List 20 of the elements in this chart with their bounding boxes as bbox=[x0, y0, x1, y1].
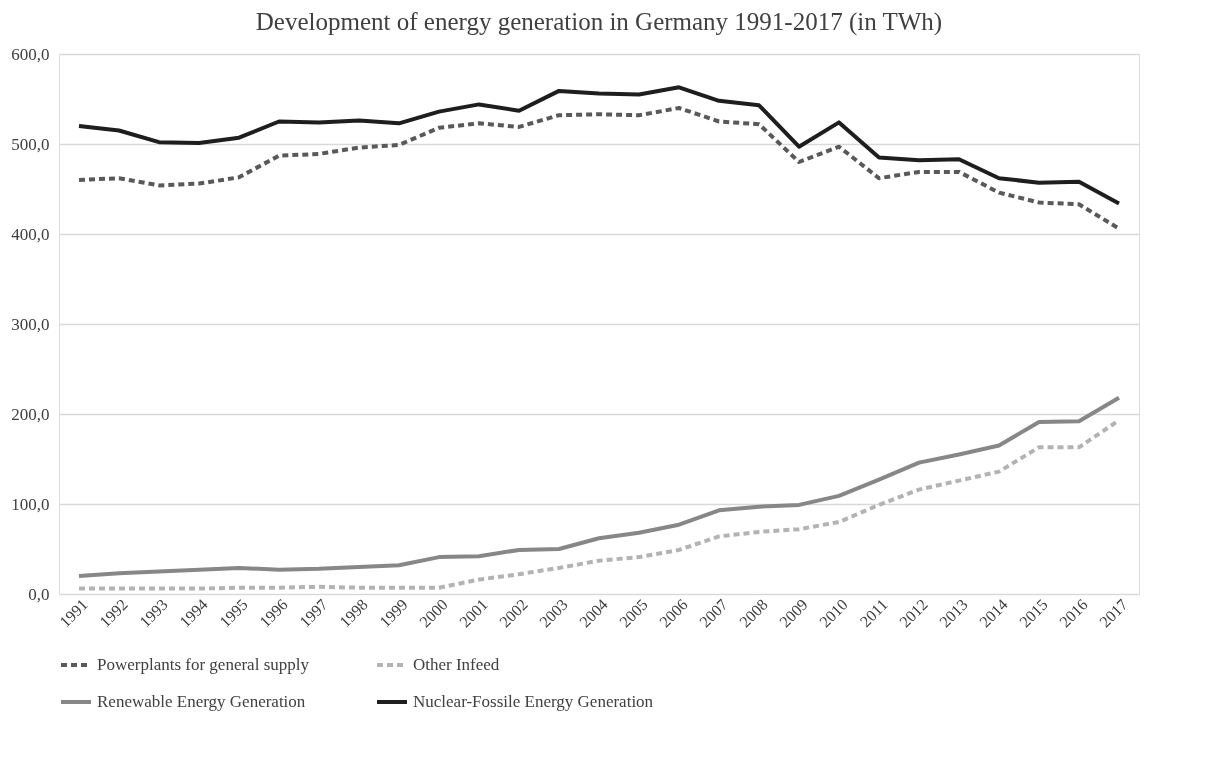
line-series bbox=[77, 106, 1121, 231]
x-tick-label: 1991 bbox=[56, 595, 91, 631]
y-tick-label: 300,0 bbox=[11, 314, 50, 334]
y-tick-label: 600,0 bbox=[11, 44, 50, 64]
legend-label: Other Infeed bbox=[413, 655, 500, 674]
chart-title: Development of energy generation in Germany 1991-2017 (in TWh) bbox=[255, 8, 943, 36]
legend-label: Renewable Energy Generation bbox=[97, 692, 306, 711]
y-tick-label: 400,0 bbox=[11, 224, 50, 244]
legend-label: Nuclear-Fossile Energy Generation bbox=[413, 692, 654, 711]
x-tick-label: 1999 bbox=[376, 595, 411, 631]
y-tick-label: 500,0 bbox=[11, 134, 50, 154]
x-tick-label: 1993 bbox=[136, 595, 171, 631]
y-tick-label: 200,0 bbox=[11, 404, 50, 424]
legend-label: Powerplants for general supply bbox=[97, 655, 310, 674]
line-series bbox=[77, 395, 1121, 578]
y-tick-label: 100,0 bbox=[11, 494, 50, 514]
y-tick-label: 0,0 bbox=[28, 584, 50, 604]
line-series bbox=[77, 85, 1121, 206]
x-tick-label: 1992 bbox=[96, 595, 131, 631]
x-tick-label: 2011 bbox=[856, 595, 891, 631]
